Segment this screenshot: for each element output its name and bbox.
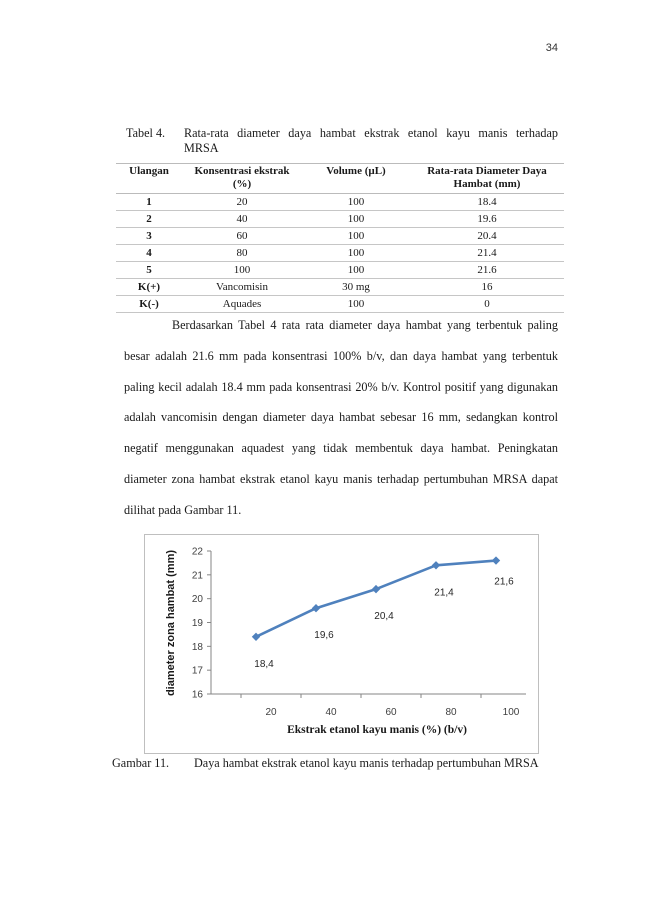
table-cell: 60 bbox=[182, 227, 302, 245]
table-cell: 5 bbox=[116, 261, 182, 279]
table-cell: Aquades bbox=[182, 295, 302, 313]
chart-svg: 16 17 18 19 20 21 22 20 40 60 80 100 18,4 19,6 20,4 21… bbox=[165, 547, 526, 736]
table-cell: 40 bbox=[182, 210, 302, 228]
y-tick-label: 22 bbox=[192, 547, 204, 558]
table-cell: 1 bbox=[116, 193, 182, 211]
column-header: Ulangan bbox=[116, 163, 182, 194]
table-cell: 30 mg bbox=[302, 278, 410, 296]
column-header: Volume (µL) bbox=[302, 163, 410, 194]
table-cell: 20.4 bbox=[410, 227, 564, 245]
body-paragraph-text: Berdasarkan Tabel 4 rata rata diameter d… bbox=[124, 318, 558, 517]
table-header-row: Ulangan Konsentrasi ekstrak (%) Volume (… bbox=[116, 163, 564, 194]
table-cell: 100 bbox=[302, 295, 410, 313]
table-cell: 3 bbox=[116, 227, 182, 245]
y-tick-label: 20 bbox=[192, 594, 204, 605]
x-axis-label: Ekstrak etanol kayu manis (%) (b/v) bbox=[287, 724, 467, 736]
table-caption-text: Rata-rata diameter daya hambat ekstrak e… bbox=[184, 126, 558, 140]
table-row: 5 100 100 21.6 bbox=[116, 261, 564, 279]
data-point bbox=[491, 556, 501, 565]
table-cell: 100 bbox=[302, 244, 410, 262]
table-cell: 21.6 bbox=[410, 261, 564, 279]
x-tick-label: 20 bbox=[265, 707, 277, 718]
column-header: Rata-rata Diameter Daya Hambat (mm) bbox=[410, 163, 564, 194]
y-tick-label: 19 bbox=[192, 618, 204, 629]
table-cell: 100 bbox=[302, 210, 410, 228]
page-number: 34 bbox=[545, 42, 558, 54]
y-tick-label: 21 bbox=[192, 570, 204, 581]
figure-caption-text: Daya hambat ekstrak etanol kayu manis te… bbox=[194, 756, 539, 770]
y-tick-label: 16 bbox=[192, 690, 204, 701]
data-label: 20,4 bbox=[374, 611, 394, 622]
data-label: 21,4 bbox=[434, 587, 454, 598]
table-row: 4 80 100 21.4 bbox=[116, 244, 564, 262]
table-cell: 2 bbox=[116, 210, 182, 228]
body-paragraph: Berdasarkan Tabel 4 rata rata diameter d… bbox=[124, 310, 558, 526]
table-cell: 100 bbox=[302, 261, 410, 279]
table-cell: 21.4 bbox=[410, 244, 564, 262]
table-row: K(+) Vancomisin 30 mg 16 bbox=[116, 278, 564, 296]
x-tick-label: 40 bbox=[325, 707, 337, 718]
table-cell: K(+) bbox=[116, 278, 182, 296]
data-label: 18,4 bbox=[254, 659, 274, 670]
table-cell: 0 bbox=[410, 295, 564, 313]
data-table: Ulangan Konsentrasi ekstrak (%) Volume (… bbox=[116, 163, 564, 313]
data-point bbox=[311, 604, 321, 613]
data-point bbox=[251, 632, 261, 641]
table-cell: 100 bbox=[182, 261, 302, 279]
table-cell: 100 bbox=[302, 193, 410, 211]
table-row: 1 20 100 18.4 bbox=[116, 193, 564, 211]
data-point bbox=[431, 561, 441, 570]
y-tick-label: 17 bbox=[192, 666, 204, 677]
table-cell: 16 bbox=[410, 278, 564, 296]
y-tick-label: 18 bbox=[192, 642, 204, 653]
line-chart: 16 17 18 19 20 21 22 20 40 60 80 100 18,4 19,6 20,4 21… bbox=[144, 534, 539, 754]
table-caption-text-continued: MRSA bbox=[184, 141, 219, 155]
table-cell: 20 bbox=[182, 193, 302, 211]
figure-caption-label: Gambar 11. bbox=[112, 756, 170, 770]
series-line bbox=[255, 559, 497, 638]
table-cell: 18.4 bbox=[410, 193, 564, 211]
table-cell: Vancomisin bbox=[182, 278, 302, 296]
x-tick-label: 80 bbox=[445, 707, 457, 718]
table-cell: 100 bbox=[302, 227, 410, 245]
x-tick-label: 100 bbox=[503, 707, 520, 718]
y-axis-label: diameter zona hambat (mm) bbox=[165, 550, 177, 696]
column-header: Konsentrasi ekstrak (%) bbox=[182, 163, 302, 194]
table-cell: 19.6 bbox=[410, 210, 564, 228]
data-label: 19,6 bbox=[314, 630, 334, 641]
x-tick-label: 60 bbox=[385, 707, 397, 718]
table-row: K(-) Aquades 100 0 bbox=[116, 295, 564, 313]
table-cell: K(-) bbox=[116, 295, 182, 313]
data-label: 21,6 bbox=[494, 577, 514, 588]
table-cell: 4 bbox=[116, 244, 182, 262]
table-row: 2 40 100 19.6 bbox=[116, 210, 564, 228]
table-row: 3 60 100 20.4 bbox=[116, 227, 564, 245]
table-cell: 80 bbox=[182, 244, 302, 262]
data-point bbox=[371, 584, 381, 594]
table-caption-label: Tabel 4. bbox=[126, 126, 166, 140]
